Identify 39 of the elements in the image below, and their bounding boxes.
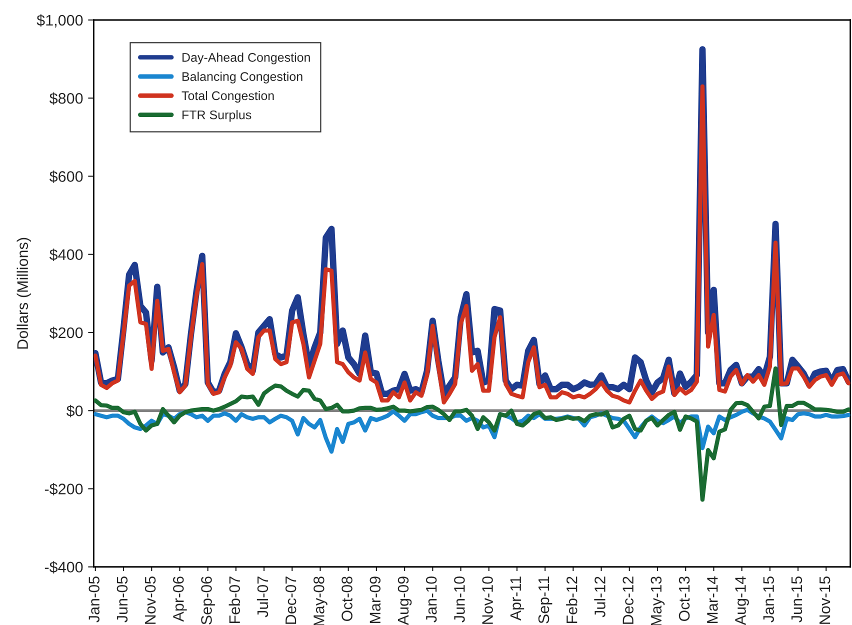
x-tick-label: Jul-12 (594, 576, 606, 618)
x-tick-label: Jun-05 (116, 576, 128, 622)
legend-label: Total Congestion (182, 90, 274, 103)
x-tick-label: Nov-05 (144, 576, 156, 624)
y-tick-label: $800 (49, 92, 83, 105)
x-tick-label: Jul-07 (256, 576, 268, 618)
legend-label: Balancing Congestion (182, 72, 302, 84)
y-tick-label: $0 (66, 404, 83, 418)
x-tick-label: Apr-11 (510, 576, 524, 621)
y-tick-label: $200 (49, 326, 83, 340)
x-tick-label: Feb-07 (228, 576, 240, 624)
x-tick-label: Sep-11 (538, 576, 552, 624)
x-tick-label: Oct-13 (678, 576, 690, 622)
x-tick-label: Jan-05 (88, 576, 100, 622)
x-tick-label: Dec-12 (622, 576, 634, 624)
y-axis-title: Dollars (Millions) (16, 238, 32, 349)
y-tick-label: $1,000 (36, 14, 83, 28)
x-tick-label: Mar-09 (370, 576, 381, 624)
y-tick-label: -$400 (44, 561, 83, 574)
x-tick-label: Dec-07 (285, 576, 296, 624)
x-tick-label: Jan-15 (763, 576, 774, 622)
x-tick-label: Jan-10 (426, 576, 437, 622)
y-tick-label: $400 (49, 248, 83, 261)
x-tick-label: Sep-06 (201, 576, 215, 624)
x-tick-label: Jun-15 (791, 576, 802, 622)
x-tick-label: Feb-12 (566, 576, 578, 624)
x-tick-label: Nov-15 (820, 576, 830, 624)
x-tick-label: Aug-09 (398, 576, 412, 625)
y-tick-label: -$200 (44, 482, 83, 496)
x-tick-label: Apr-06 (173, 576, 187, 622)
legend-label: FTR Surplus (182, 110, 252, 122)
x-tick-label: Nov-10 (482, 576, 493, 624)
x-tick-label: Jun-10 (454, 576, 465, 622)
x-tick-label: Oct-08 (342, 576, 352, 622)
x-tick-label: Mar-14 (707, 576, 718, 624)
y-tick-label: $600 (49, 170, 83, 183)
legend-label: Day-Ahead Congestion (182, 52, 310, 64)
x-tick-label: Aug-14 (735, 576, 749, 625)
line-series (94, 366, 850, 502)
